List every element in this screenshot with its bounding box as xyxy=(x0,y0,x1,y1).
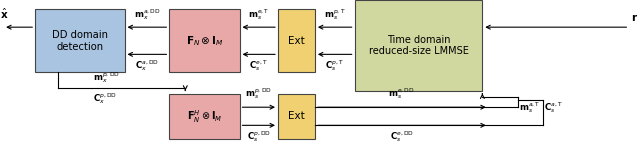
Text: $\mathbf{C}_s^{a,\mathrm{T}}$: $\mathbf{C}_s^{a,\mathrm{T}}$ xyxy=(545,100,563,115)
Bar xyxy=(170,9,239,72)
Text: $\mathbf{C}_s^{e,\mathrm{DD}}$: $\mathbf{C}_s^{e,\mathrm{DD}}$ xyxy=(390,129,414,144)
Text: Ext: Ext xyxy=(288,111,305,121)
Text: $\mathbf{m}_x^{p,\mathrm{DD}}$: $\mathbf{m}_x^{p,\mathrm{DD}}$ xyxy=(93,70,120,85)
Bar xyxy=(170,94,239,139)
Text: $\mathbf{C}_s^{p,\mathrm{T}}$: $\mathbf{C}_s^{p,\mathrm{T}}$ xyxy=(325,58,344,73)
Text: Time domain
reduced-size LMMSE: Time domain reduced-size LMMSE xyxy=(369,34,468,56)
Text: $\mathbf{m}_s^{p,\mathrm{DD}}$: $\mathbf{m}_s^{p,\mathrm{DD}}$ xyxy=(245,86,272,101)
Bar xyxy=(278,94,315,139)
Text: $\mathbf{r}$: $\mathbf{r}$ xyxy=(631,12,638,23)
Text: $\mathbf{m}_x^{a,\mathrm{DD}}$: $\mathbf{m}_x^{a,\mathrm{DD}}$ xyxy=(134,7,161,22)
Text: $\mathbf{F}_N^H\otimes\mathbf{I}_M$: $\mathbf{F}_N^H\otimes\mathbf{I}_M$ xyxy=(187,108,222,125)
Bar xyxy=(35,9,125,72)
Text: $\mathbf{C}_x^{a,\mathrm{DD}}$: $\mathbf{C}_x^{a,\mathrm{DD}}$ xyxy=(135,58,159,73)
Text: $\mathbf{C}_s^{p,\mathrm{DD}}$: $\mathbf{C}_s^{p,\mathrm{DD}}$ xyxy=(246,129,271,144)
Bar xyxy=(355,0,483,91)
Bar xyxy=(278,9,315,72)
Text: Ext: Ext xyxy=(288,36,305,46)
Text: $\hat{\mathbf{x}}$: $\hat{\mathbf{x}}$ xyxy=(0,7,8,21)
Text: DD domain
detection: DD domain detection xyxy=(52,30,108,52)
Text: $\mathbf{m}_s^{p,\mathrm{T}}$: $\mathbf{m}_s^{p,\mathrm{T}}$ xyxy=(324,7,346,22)
Text: $\mathbf{F}_N\otimes\mathbf{I}_M$: $\mathbf{F}_N\otimes\mathbf{I}_M$ xyxy=(186,34,223,48)
Text: $\mathbf{C}_x^{p,\mathrm{DD}}$: $\mathbf{C}_x^{p,\mathrm{DD}}$ xyxy=(93,91,117,106)
Text: $\mathbf{m}_s^{e,\mathrm{T}}$: $\mathbf{m}_s^{e,\mathrm{T}}$ xyxy=(248,7,269,22)
Text: $\mathbf{m}_s^{e,\mathrm{DD}}$: $\mathbf{m}_s^{e,\mathrm{DD}}$ xyxy=(388,86,415,101)
Text: $\mathbf{m}_s^{a,\mathrm{T}}$: $\mathbf{m}_s^{a,\mathrm{T}}$ xyxy=(519,100,540,115)
Text: $\mathbf{C}_s^{e,\mathrm{T}}$: $\mathbf{C}_s^{e,\mathrm{T}}$ xyxy=(250,58,268,73)
